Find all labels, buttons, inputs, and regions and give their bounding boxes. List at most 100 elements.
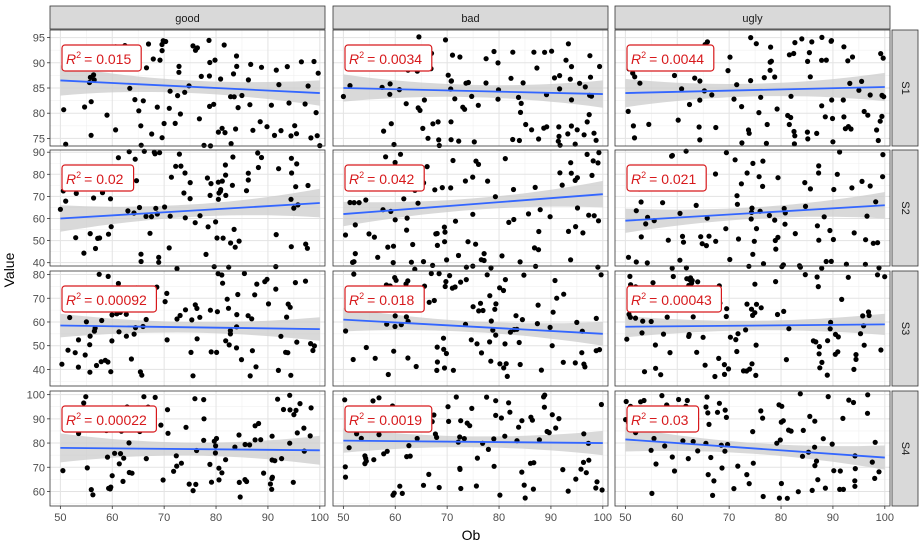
data-point (249, 348, 255, 354)
data-point (749, 205, 755, 211)
data-point (568, 257, 574, 263)
data-point (535, 247, 542, 253)
data-point (503, 361, 509, 367)
data-point (814, 130, 820, 136)
data-point (399, 490, 405, 496)
data-point (166, 105, 172, 111)
data-point (536, 437, 543, 443)
data-point (703, 243, 710, 249)
data-point (102, 357, 108, 363)
data-point (865, 112, 871, 118)
data-point (743, 327, 749, 333)
data-point (711, 478, 717, 484)
data-point (841, 44, 847, 50)
data-point (206, 73, 212, 79)
data-point (774, 106, 780, 112)
data-point (748, 35, 754, 41)
data-point (829, 441, 835, 447)
data-point (850, 399, 857, 406)
data-point (725, 366, 732, 372)
data-point (864, 213, 870, 219)
data-point (287, 392, 293, 398)
facet-strip-S1 (891, 29, 919, 147)
data-point (458, 418, 464, 424)
data-point (456, 138, 462, 144)
data-point (287, 440, 293, 446)
data-point (797, 391, 803, 397)
data-point (822, 114, 828, 120)
data-point (816, 170, 822, 176)
data-point (580, 459, 587, 465)
data-point (669, 265, 675, 271)
data-point (236, 432, 242, 438)
data-point (215, 196, 221, 202)
data-point (561, 291, 567, 297)
data-point (683, 148, 689, 154)
data-point (498, 415, 504, 421)
data-point (781, 205, 787, 212)
data-point (294, 430, 300, 436)
data-point (434, 230, 440, 237)
data-point (376, 432, 382, 438)
data-point (510, 136, 516, 143)
data-point (823, 258, 829, 265)
data-point (138, 123, 144, 129)
data-point (63, 198, 69, 204)
data-point (780, 262, 787, 268)
data-point (116, 329, 122, 335)
data-point (541, 404, 548, 410)
data-point (219, 125, 225, 131)
r2-symbol: R (631, 412, 641, 428)
r2-label-text: R2 = 0.02 (66, 170, 124, 187)
data-point (405, 355, 411, 361)
data-point (223, 172, 229, 178)
data-point (234, 63, 240, 69)
data-point (412, 266, 418, 272)
data-point (467, 423, 473, 429)
data-point (415, 105, 421, 111)
data-point (683, 265, 690, 271)
data-point (84, 465, 90, 471)
data-point (148, 214, 155, 220)
data-point (162, 204, 168, 210)
data-point (87, 333, 93, 339)
data-point (667, 350, 673, 356)
data-point (568, 64, 575, 70)
data-point (434, 344, 440, 350)
data-point (416, 34, 422, 40)
data-point (383, 154, 389, 160)
data-point (581, 132, 587, 138)
data-point (501, 365, 507, 371)
data-point (159, 48, 165, 54)
data-point (675, 117, 681, 123)
data-point (136, 108, 142, 114)
data-point (627, 273, 633, 279)
y-tick-label: 70 (33, 191, 45, 203)
data-point (549, 48, 555, 54)
data-point (267, 481, 273, 487)
data-point (201, 142, 207, 148)
data-point (852, 483, 858, 489)
data-point (436, 484, 442, 491)
data-point (351, 200, 357, 206)
data-point (593, 315, 599, 321)
x-tick-label: 80 (775, 512, 787, 524)
data-point (156, 254, 162, 260)
data-point (820, 436, 826, 442)
r2-superscript: 2 (76, 170, 81, 180)
data-point (856, 87, 862, 93)
data-point (370, 398, 376, 404)
data-point (245, 77, 251, 83)
data-point (660, 331, 667, 337)
data-point (758, 408, 764, 414)
data-point (182, 89, 188, 95)
data-point (750, 251, 756, 257)
data-point (109, 338, 115, 344)
data-point (506, 400, 512, 406)
r2-value: = 0.018 (367, 292, 414, 308)
data-point (819, 34, 825, 41)
r2-label-text: R2 = 0.00022 (66, 411, 147, 428)
data-point (723, 313, 729, 320)
data-point (87, 369, 93, 375)
data-point (802, 272, 808, 278)
